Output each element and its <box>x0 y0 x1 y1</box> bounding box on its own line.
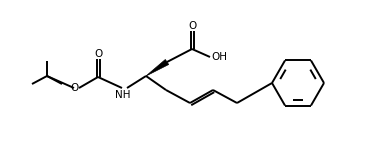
Text: NH: NH <box>115 90 131 100</box>
Text: O: O <box>188 21 196 31</box>
Text: O: O <box>70 83 78 93</box>
Text: O: O <box>94 49 102 59</box>
Polygon shape <box>146 59 169 76</box>
Text: OH: OH <box>211 52 227 62</box>
